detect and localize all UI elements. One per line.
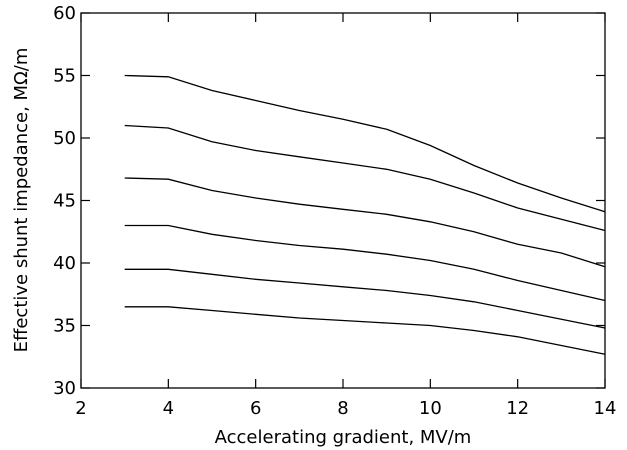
y-tick-label: 60 (53, 3, 76, 24)
x-tick-label: 14 (594, 398, 617, 419)
x-tick-label: 2 (75, 398, 86, 419)
y-tick-label: 40 (53, 253, 76, 274)
x-tick-label: 12 (506, 398, 529, 419)
series-line-5 (124, 268, 606, 329)
series-line-6 (124, 306, 606, 355)
x-axis-title: Accelerating gradient, MV/m (215, 427, 472, 448)
ticks-layer: 2 4 6 8 10 12 14 30 35 40 45 50 55 60 (53, 3, 616, 419)
series-layer (124, 74, 606, 355)
y-tick-label: 50 (53, 128, 76, 149)
y-tick-label: 35 (53, 316, 76, 337)
series-line-3 (124, 177, 606, 268)
y-tick-label: 30 (53, 378, 76, 399)
x-tick-label: 6 (250, 398, 261, 419)
plot-frame (80, 12, 606, 389)
x-tick-label: 8 (337, 398, 348, 419)
series-line-4 (124, 224, 606, 302)
x-tick-label: 4 (163, 398, 174, 419)
x-tick-label: 10 (419, 398, 442, 419)
y-axis-title: Effective shunt impedance, MΩ/m (11, 48, 32, 353)
y-tick-label: 45 (53, 191, 76, 212)
series-line-1 (124, 74, 606, 213)
y-tick-label: 55 (53, 66, 76, 87)
series-line-2 (124, 124, 606, 232)
